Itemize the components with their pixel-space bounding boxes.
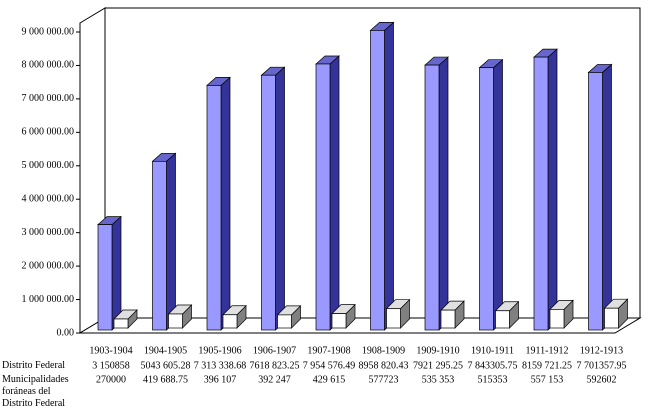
bar-side — [602, 63, 612, 331]
x-tick-label: 1911-1912 — [526, 345, 569, 356]
value-label: 577723 — [369, 374, 399, 385]
y-tick-label: 0.00 — [57, 327, 75, 338]
bar-side — [166, 152, 176, 331]
value-label: 7618 823.25 — [250, 360, 300, 371]
y-tick-label: 5 000 000.00 — [22, 160, 75, 171]
y-tick-label: 2 000 000.00 — [22, 260, 75, 271]
value-label: 592602 — [587, 374, 617, 385]
value-label: 419 688.75 — [143, 374, 188, 385]
bar — [168, 313, 183, 329]
value-label: 8958 820.43 — [359, 360, 409, 371]
bar-side — [329, 55, 340, 331]
bar — [113, 318, 129, 329]
x-tick-label: 1910-1911 — [471, 345, 514, 356]
y-tick-label: 8 000 000.00 — [22, 60, 75, 71]
value-label: 7 954 576.49 — [303, 360, 356, 371]
bar-side — [384, 21, 394, 331]
x-tick-label: 1907-1908 — [307, 345, 350, 356]
bar — [386, 308, 401, 329]
bar-side — [493, 58, 503, 331]
x-tick-label: 1909-1910 — [416, 345, 459, 356]
y-tick-label: 1 000 000.00 — [22, 294, 75, 305]
bar — [604, 307, 619, 329]
x-tick-label: 1906-1907 — [253, 345, 296, 356]
row-label: Municipalidades foráneas del Distrito Fe… — [2, 374, 69, 409]
value-label: 392 247 — [258, 374, 291, 385]
value-label: 7 843305.75 — [468, 360, 518, 371]
bar — [331, 313, 347, 329]
bar — [549, 309, 565, 329]
value-label: 515353 — [478, 374, 508, 385]
bar — [588, 72, 603, 331]
bar-side — [547, 48, 558, 331]
bar — [424, 64, 440, 331]
bar-side — [220, 76, 231, 331]
bar — [222, 314, 238, 329]
value-label: 3 150858 — [92, 360, 130, 371]
y-tick-label: 4 000 000.00 — [22, 194, 75, 205]
value-label: 7 313 338.68 — [194, 360, 247, 371]
x-tick-label: 1904-1905 — [144, 345, 187, 356]
y-tick-label: 7 000 000.00 — [22, 93, 75, 104]
value-label: 396 107 — [204, 374, 237, 385]
value-label: 270000 — [96, 374, 126, 385]
bar — [440, 309, 456, 329]
value-label: 7 701357.95 — [577, 360, 627, 371]
y-tick-label: 9 000 000.00 — [22, 26, 75, 37]
x-tick-label: 1905-1906 — [198, 345, 241, 356]
value-label: 557 153 — [531, 374, 564, 385]
x-tick-label: 1903-1904 — [89, 345, 132, 356]
x-tick-label: 1912-1913 — [580, 345, 623, 356]
bar — [370, 30, 385, 331]
bar — [495, 310, 510, 329]
y-tick-label: 3 000 000.00 — [22, 227, 75, 238]
value-label: 5043 605.28 — [141, 360, 191, 371]
bar — [152, 160, 167, 331]
value-label: 535 353 — [422, 374, 455, 385]
value-label: 8159 721.25 — [522, 360, 572, 371]
y-tick-label: 6 000 000.00 — [22, 127, 75, 138]
bar — [533, 56, 549, 331]
row-label: Distrito Federal — [2, 360, 66, 371]
value-label: 429 615 — [313, 374, 346, 385]
x-tick-label: 1908-1909 — [362, 345, 405, 356]
bar — [261, 74, 276, 331]
bar — [277, 314, 292, 329]
value-label: 7921 295.25 — [413, 360, 463, 371]
bar — [97, 224, 113, 331]
bar-side — [438, 56, 449, 331]
bar — [479, 67, 494, 331]
bar — [315, 63, 331, 331]
bar — [206, 85, 222, 331]
bar-side — [275, 66, 285, 331]
